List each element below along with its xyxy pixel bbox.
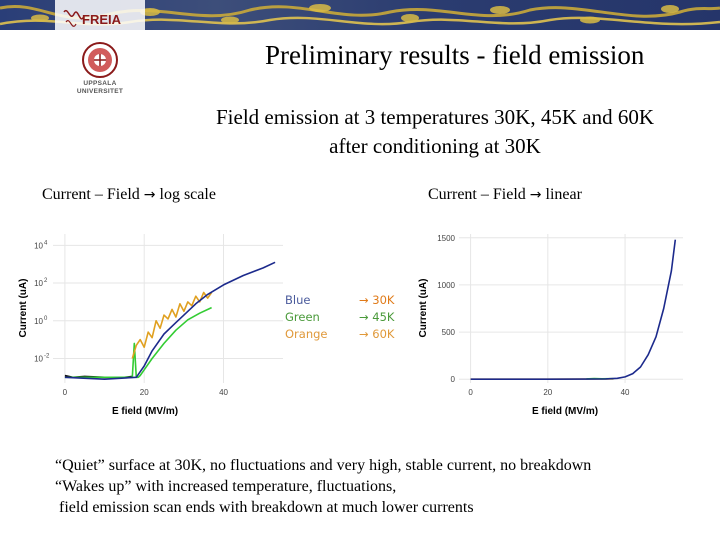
linear-scale-chart: 0 500 1000 1500 0 20 40 Current (uA) E field …	[415, 228, 685, 420]
y-tick-exponent: 2	[44, 278, 48, 284]
uppsala-label: UPPSALA	[83, 80, 117, 87]
subtitle-line-2: after conditioning at 30K	[329, 134, 541, 158]
slide-title: Preliminary results - field emission	[265, 40, 645, 70]
x-tick-label: 20	[140, 388, 149, 397]
linear-chart-y-ticks: 0 500 1000 1500	[437, 234, 455, 384]
legend-name-blue: Blue	[285, 293, 311, 307]
log-scale-chart: 10 -2 10 0 10 2 10 4 0 20 40 Current (uA) E field…	[15, 228, 285, 420]
arrow-right-icon: →	[359, 327, 369, 341]
series-line-green	[64, 306, 212, 379]
y-tick-exponent: 4	[44, 240, 48, 246]
legend-name-green: Green	[285, 310, 320, 324]
series-line-blue	[64, 261, 276, 380]
legend-row-blue: Blue → 30K	[285, 292, 405, 309]
legend-temp-blue: → 30K	[359, 292, 394, 309]
linear-chart-grid	[459, 234, 683, 383]
subtitle-line-1: Field emission at 3 temperatures 30K, 45…	[215, 105, 654, 129]
log-chart-grid	[53, 234, 283, 383]
arrow-right-icon: →	[143, 187, 156, 203]
log-chart-x-ticks: 0 20 40	[63, 388, 229, 397]
y-tick-label: 10	[34, 354, 43, 363]
y-tick-label: 0	[451, 375, 456, 384]
y-tick-label: 10	[34, 241, 43, 250]
caption-linear-text: Current – Field	[428, 186, 526, 203]
note-line-3: field emission scan ends with breakdown …	[55, 499, 474, 516]
log-chart-x-axis-label: E field (MV/m)	[112, 406, 178, 417]
y-tick-label: 500	[442, 328, 456, 337]
legend-row-green: Green → 45K	[285, 309, 405, 326]
caption-log-suffix: log scale	[159, 186, 216, 203]
legend-temp-value: 45K	[372, 310, 395, 324]
note-line-1: “Quiet” surface at 30K, no fluctuations …	[55, 457, 592, 474]
arrow-right-icon: →	[359, 293, 369, 307]
log-chart-y-axis-label: Current (uA)	[18, 279, 29, 338]
linear-chart-y-axis-label: Current (uA)	[418, 279, 429, 338]
y-tick-exponent: -2	[44, 353, 50, 359]
legend-row-orange: Orange → 60K	[285, 326, 405, 343]
arrow-right-icon: →	[359, 310, 369, 324]
legend-temp-orange: → 60K	[359, 326, 394, 343]
series-line-blue	[470, 239, 677, 380]
legend-temp-value: 30K	[372, 293, 395, 307]
linear-scale-chart-svg: 0 500 1000 1500 0 20 40 Current (uA) E field …	[415, 228, 685, 420]
logo-area: FREIA UPPSALA UNIVERSITET	[60, 4, 140, 104]
caption-log-scale: Current – Field → log scale	[42, 186, 216, 204]
universitet-label: UNIVERSITET	[76, 88, 124, 95]
x-tick-label: 40	[621, 388, 630, 397]
decorative-banner	[0, 0, 720, 30]
linear-chart-series	[470, 239, 677, 380]
legend-name-orange: Orange	[285, 327, 328, 341]
conclusions-text: “Quiet” surface at 30K, no fluctuations …	[55, 455, 591, 518]
freia-logo: FREIA	[82, 12, 121, 27]
caption-linear-suffix: linear	[545, 186, 582, 203]
banner-graphic	[0, 0, 720, 30]
y-tick-label: 10	[34, 317, 43, 326]
linear-chart-x-ticks: 0 20 40	[468, 388, 630, 397]
y-tick-label: 10	[34, 279, 43, 288]
legend-temp-green: → 45K	[359, 309, 394, 326]
legend: Blue → 30K Green → 45K Orange → 60K	[285, 292, 405, 343]
log-chart-series	[64, 261, 276, 380]
series-line-orange	[131, 291, 213, 359]
x-tick-label: 20	[543, 388, 552, 397]
caption-log-text: Current – Field	[42, 186, 140, 203]
y-tick-exponent: 0	[44, 316, 48, 322]
uppsala-logo	[63, 9, 118, 78]
note-line-2: “Wakes up” with increased temperature, f…	[55, 478, 397, 495]
caption-linear-scale: Current – Field → linear	[428, 186, 582, 204]
legend-temp-value: 60K	[372, 327, 395, 341]
linear-chart-x-axis-label: E field (MV/m)	[532, 406, 598, 417]
y-tick-label: 1000	[437, 281, 455, 290]
x-tick-label: 0	[63, 388, 68, 397]
y-tick-label: 1500	[437, 234, 455, 243]
x-tick-label: 40	[219, 388, 228, 397]
arrow-right-icon: →	[529, 187, 542, 203]
x-tick-label: 0	[468, 388, 473, 397]
slide-subtitle: Field emission at 3 temperatures 30K, 45…	[160, 103, 710, 161]
